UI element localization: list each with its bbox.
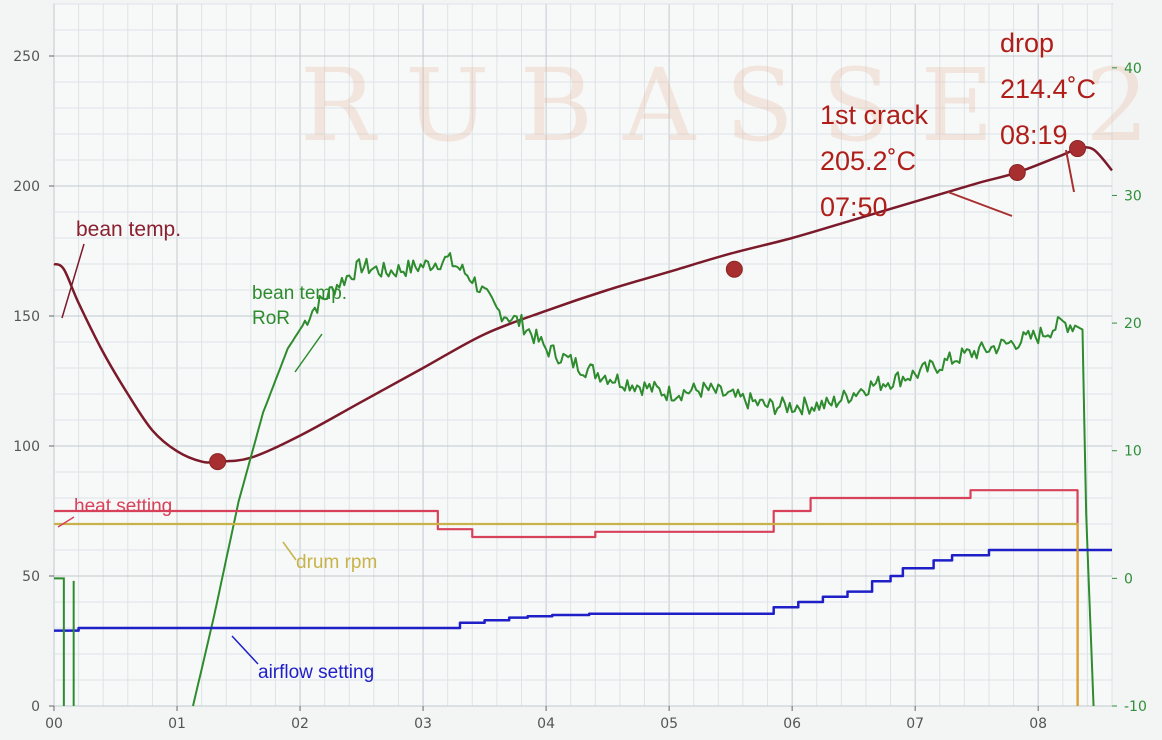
ror-label-line2: RoR <box>252 308 290 329</box>
airflow-setting-label: airflow setting <box>258 662 374 683</box>
x-tick-label: 02 <box>291 716 309 732</box>
drum-rpm-label: drum rpm <box>296 552 377 573</box>
drop-line2: 214.4˚C <box>1000 74 1096 104</box>
drop-line1: drop <box>1000 28 1054 58</box>
bean-temp-line <box>53 146 1113 464</box>
first-crack-line3: 07:50 <box>820 192 888 222</box>
x-tick-label: 03 <box>414 716 432 732</box>
x-tick-label: 05 <box>660 716 678 732</box>
x-tick-label: 01 <box>168 716 186 732</box>
event-marker <box>209 453 227 471</box>
watermark: RUBASSE 2022 <box>300 47 1162 164</box>
x-tick-label: 00 <box>45 716 63 732</box>
event-marker <box>1008 163 1026 181</box>
series-layer <box>53 146 1113 707</box>
heat-setting-line <box>54 489 1079 706</box>
y-left-tick-label: 250 <box>13 49 40 65</box>
y-left-tick-label: 150 <box>13 309 40 325</box>
first-crack-line1: 1st crack <box>820 100 929 130</box>
y-right-tick-label: 40 <box>1124 61 1142 77</box>
y-left-tick-label: 100 <box>13 439 40 455</box>
ror-label-line1: bean temp. <box>252 283 347 304</box>
airflow-leader <box>231 635 259 665</box>
ror-leader <box>294 333 323 373</box>
first-crack-line2: 205.2˚C <box>820 146 916 176</box>
y-right-tick-label: 20 <box>1124 316 1142 332</box>
event-marker <box>1069 140 1087 158</box>
x-tick-label: 08 <box>1029 716 1047 732</box>
ror-startup-spikes <box>54 577 75 706</box>
bean-temp-leader <box>61 243 85 319</box>
first-crack-leader <box>947 191 1013 217</box>
y-left-tick-label: 200 <box>13 179 40 195</box>
event-marker <box>725 260 743 278</box>
drop-line3: 08:19 <box>1000 120 1068 150</box>
y-right-tick-label: 0 <box>1124 571 1133 587</box>
heat-setting-label: heat setting <box>74 496 172 517</box>
y-left-tick-label: 50 <box>22 569 40 585</box>
y-left-tick-label: 0 <box>31 699 40 715</box>
drum-leader <box>282 541 297 561</box>
heat-leader <box>57 516 75 528</box>
events-layer <box>209 140 1087 471</box>
drop-leader <box>1065 149 1075 193</box>
x-tick-label: 07 <box>906 716 924 732</box>
grid <box>53 3 1113 707</box>
y-right-tick-label: 30 <box>1124 188 1142 204</box>
y-right-tick-label: -10 <box>1124 699 1147 715</box>
plot-background <box>53 3 1113 707</box>
airflow-setting-line <box>54 548 1112 632</box>
y-right-tick-label: 10 <box>1124 444 1142 460</box>
x-tick-label: 06 <box>783 716 801 732</box>
bean-temp-label: bean temp. <box>76 218 181 241</box>
x-tick-label: 04 <box>537 716 555 732</box>
axes-layer: 00 01 02 03 04 05 06 07 08 0 50 100 150 200 250 -10 0 10 2… <box>13 49 1147 732</box>
ror-line <box>192 252 1095 707</box>
